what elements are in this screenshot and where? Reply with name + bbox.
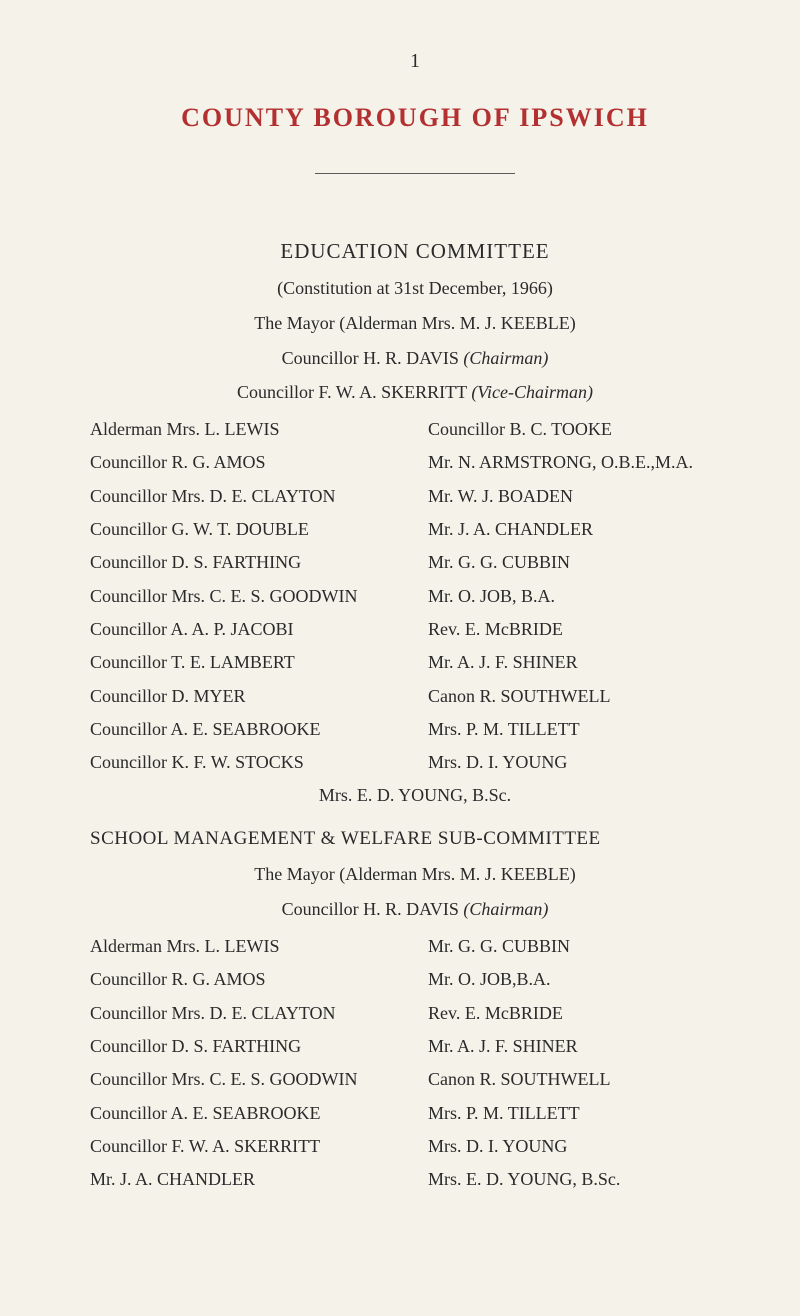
member: Rev. E. McBRIDE [428,613,740,646]
member: Mr. O. JOB, B.A. [428,580,740,613]
member: Alderman Mrs. L. LEWIS [90,413,428,446]
section1-members: Alderman Mrs. L. LEWIS Councillor R. G. … [90,413,740,779]
vicechairman-name: Councillor F. W. A. SKERRITT [237,382,467,402]
member: Mr. A. J. F. SHINER [428,1030,740,1063]
member: Mr. J. A. CHANDLER [428,513,740,546]
member: Councillor R. G. AMOS [90,446,428,479]
member: Mr. O. JOB,B.A. [428,963,740,996]
section2-chairman: Councillor H. R. DAVIS (Chairman) [90,895,740,924]
member: Mrs. P. M. TILLETT [428,713,740,746]
member: Canon R. SOUTHWELL [428,1063,740,1096]
member: Councillor D. S. FARTHING [90,1030,428,1063]
member: Mr. A. J. F. SHINER [428,646,740,679]
member: Councillor Mrs. D. E. CLAYTON [90,480,428,513]
section1-line-1: The Mayor (Alderman Mrs. M. J. KEEBLE) [90,309,740,338]
member: Mr. G. G. CUBBIN [428,930,740,963]
member: Mrs. E. D. YOUNG, B.Sc. [428,1163,740,1196]
chairman-name: Councillor H. R. DAVIS [282,348,459,368]
section2-line-0: The Mayor (Alderman Mrs. M. J. KEEBLE) [90,860,740,889]
member: Councillor D. S. FARTHING [90,546,428,579]
vicechairman-role: (Vice-Chairman) [471,382,593,402]
member: Alderman Mrs. L. LEWIS [90,930,428,963]
chairman-role: (Chairman) [463,348,548,368]
chairman-role: (Chairman) [463,899,548,919]
section1-line-0: (Constitution at 31st December, 1966) [90,274,740,303]
member: Councillor A. E. SEABROOKE [90,713,428,746]
section2-title: SCHOOL MANAGEMENT & WELFARE SUB-COMMITTE… [90,828,740,850]
section1-vicechairman: Councillor F. W. A. SKERRITT (Vice-Chair… [90,378,740,407]
member: Mr. J. A. CHANDLER [90,1163,428,1196]
member: Councillor B. C. TOOKE [428,413,740,446]
member: Councillor T. E. LAMBERT [90,646,428,679]
member: Rev. E. McBRIDE [428,997,740,1030]
member: Councillor Mrs. C. E. S. GOODWIN [90,580,428,613]
member: Councillor F. W. A. SKERRITT [90,1130,428,1163]
section1-right-col: Councillor B. C. TOOKE Mr. N. ARMSTRONG,… [428,413,740,779]
chairman-name: Councillor H. R. DAVIS [282,899,459,919]
main-title: COUNTY BOROUGH OF IPSWICH [90,103,740,133]
horizontal-rule [315,173,515,174]
member: Canon R. SOUTHWELL [428,680,740,713]
section1-left-col: Alderman Mrs. L. LEWIS Councillor R. G. … [90,413,428,779]
member: Councillor K. F. W. STOCKS [90,746,428,779]
member: Mrs. P. M. TILLETT [428,1097,740,1130]
member: Mrs. D. I. YOUNG [428,746,740,779]
section2-members: Alderman Mrs. L. LEWIS Councillor R. G. … [90,930,740,1196]
member: Mr. N. ARMSTRONG, O.B.E.,M.A. [428,446,740,479]
member: Mrs. D. I. YOUNG [428,1130,740,1163]
member: Councillor G. W. T. DOUBLE [90,513,428,546]
page-number: 1 [90,50,740,73]
section2-left-col: Alderman Mrs. L. LEWIS Councillor R. G. … [90,930,428,1196]
section1-last-member: Mrs. E. D. YOUNG, B.Sc. [90,785,740,806]
member: Councillor Mrs. D. E. CLAYTON [90,997,428,1030]
member: Mr. W. J. BOADEN [428,480,740,513]
section1-title: EDUCATION COMMITTEE [90,239,740,264]
member: Councillor R. G. AMOS [90,963,428,996]
member: Councillor A. A. P. JACOBI [90,613,428,646]
member: Councillor Mrs. C. E. S. GOODWIN [90,1063,428,1096]
section2-right-col: Mr. G. G. CUBBIN Mr. O. JOB,B.A. Rev. E.… [428,930,740,1196]
section1-chairman: Councillor H. R. DAVIS (Chairman) [90,344,740,373]
member: Mr. G. G. CUBBIN [428,546,740,579]
member: Councillor D. MYER [90,680,428,713]
member: Councillor A. E. SEABROOKE [90,1097,428,1130]
